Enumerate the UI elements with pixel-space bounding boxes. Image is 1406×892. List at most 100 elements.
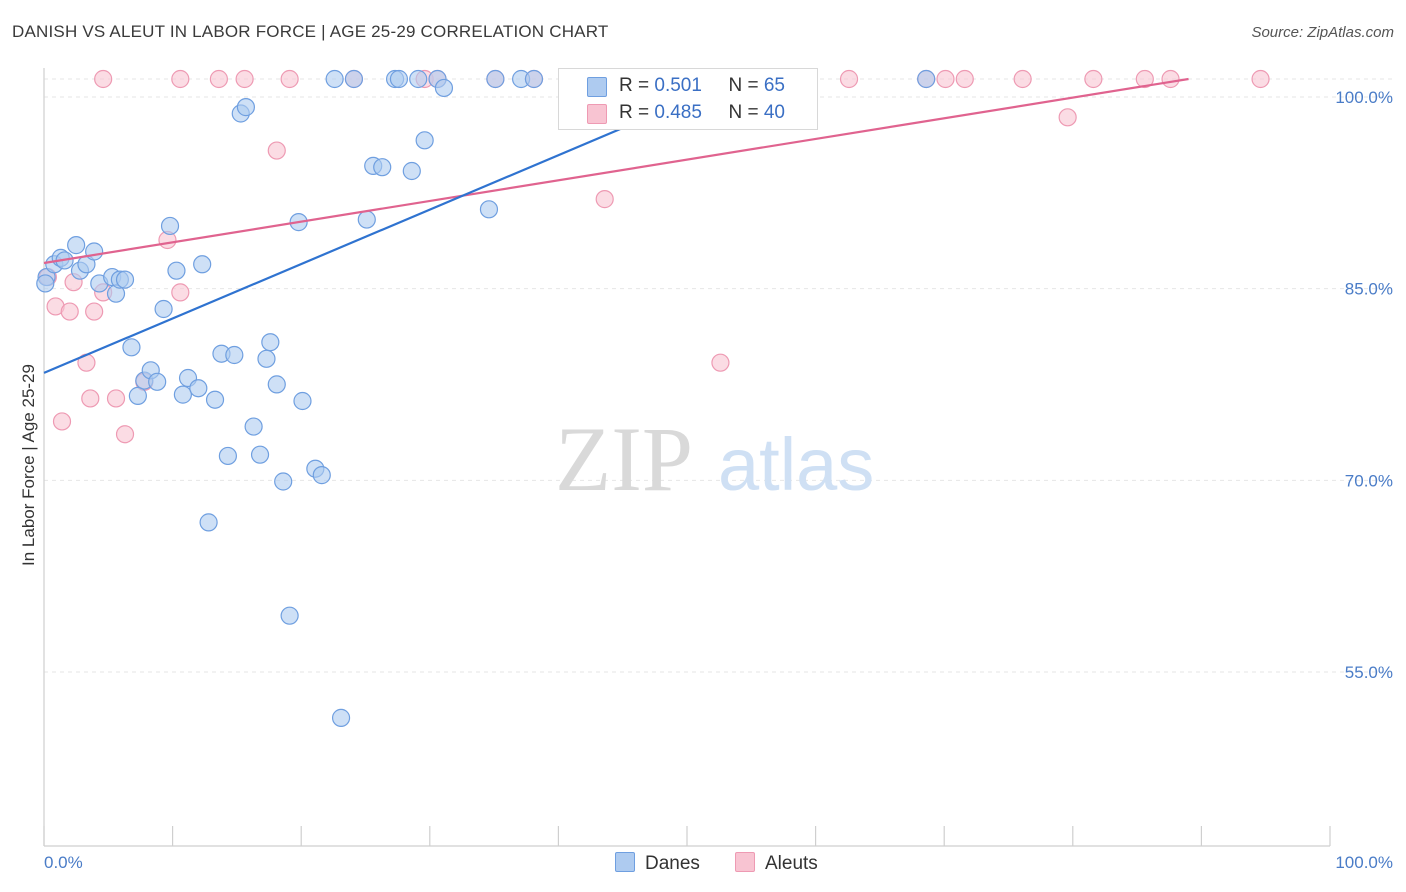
aleuts-legend-label: Aleuts <box>765 853 818 874</box>
danes-points <box>36 69 936 727</box>
danes-point <box>312 466 331 485</box>
danes-point <box>267 375 286 394</box>
aleuts-point <box>711 353 730 372</box>
axis-ticks: 55.0% 70.0% 85.0% 100.0% 0.0% 100.0% <box>44 88 1393 872</box>
danes-legend-swatch <box>615 852 635 872</box>
aleuts-point <box>936 69 955 89</box>
danes-point <box>148 372 167 391</box>
aleuts-point <box>171 69 190 89</box>
gridlines <box>44 78 1392 673</box>
danes-point <box>160 216 180 236</box>
danes-point <box>250 445 270 464</box>
aleuts-point <box>1058 108 1077 127</box>
danes-point <box>280 606 299 625</box>
danes-point <box>479 200 499 219</box>
aleuts-n-value: 40 <box>763 102 785 123</box>
danes-point <box>274 472 293 491</box>
aleuts-swatch <box>587 104 607 124</box>
danes-point <box>524 69 544 89</box>
aleuts-point <box>209 69 228 89</box>
danes-r-label: R = <box>619 75 655 96</box>
aleuts-stats: R = 0.485 N = 40 <box>619 102 785 124</box>
danes-r-value: 0.501 <box>654 75 702 96</box>
aleuts-point <box>60 302 79 321</box>
legend-item-danes[interactable]: Danes <box>615 852 700 875</box>
danes-point <box>344 69 364 89</box>
danes-point <box>293 391 312 411</box>
aleuts-point <box>955 69 974 89</box>
danes-point <box>917 69 936 89</box>
danes-point <box>389 69 409 89</box>
aleuts-trend-line <box>43 77 1189 265</box>
aleuts-point <box>1084 69 1103 89</box>
danes-point <box>331 708 351 727</box>
aleuts-point <box>839 69 859 89</box>
aleuts-point <box>115 425 135 444</box>
y-tick-label: 70.0% <box>1345 471 1393 490</box>
danes-point <box>154 299 173 319</box>
danes-point <box>199 513 218 532</box>
danes-point <box>67 236 86 255</box>
aleuts-point <box>267 141 286 160</box>
aleuts-point <box>106 389 126 408</box>
danes-point <box>122 338 141 357</box>
danes-point <box>261 333 280 352</box>
danes-point <box>325 69 344 89</box>
danes-n-label: N = <box>728 75 764 96</box>
aleuts-point <box>85 302 104 321</box>
danes-point <box>486 69 505 89</box>
danes-point <box>244 417 263 436</box>
y-tick-label: 100.0% <box>1335 88 1393 107</box>
danes-point <box>402 161 421 181</box>
danes-point <box>193 255 212 274</box>
danes-point <box>409 69 428 89</box>
aleuts-point <box>1161 69 1180 89</box>
danes-legend-label: Danes <box>645 853 700 874</box>
watermark: ZIP atlas <box>555 408 874 510</box>
danes-point <box>115 270 135 289</box>
aleuts-point <box>595 190 614 209</box>
x-tick-label-min: 0.0% <box>44 853 83 872</box>
watermark-atlas: atlas <box>718 423 874 506</box>
watermark-zip: ZIP <box>555 408 693 510</box>
danes-point <box>434 78 454 98</box>
danes-point <box>205 390 225 409</box>
aleuts-point <box>1251 69 1270 89</box>
chart-title: DANISH VS ALEUT IN LABOR FORCE | AGE 25-… <box>12 22 609 41</box>
danes-n-value: 65 <box>763 75 785 96</box>
danes-point <box>257 349 276 368</box>
danes-point <box>218 446 237 466</box>
danes-point <box>85 242 104 261</box>
aleuts-r-value: 0.485 <box>654 102 702 123</box>
aleuts-point <box>52 412 72 431</box>
aleuts-n-label: N = <box>728 102 764 123</box>
danes-point <box>128 386 147 405</box>
danes-point <box>225 345 244 365</box>
danes-point <box>415 131 434 150</box>
danes-point <box>36 274 55 293</box>
danes-point <box>357 210 376 229</box>
y-axis-label: In Labor Force | Age 25-29 <box>19 364 38 566</box>
axes <box>43 68 1331 847</box>
aleuts-r-label: R = <box>619 102 655 123</box>
stats-legend: R = 0.501 N = 65 R = 0.485 N = 40 <box>558 68 818 130</box>
danes-swatch <box>587 77 607 97</box>
x-tick-label-max: 100.0% <box>1335 853 1393 872</box>
danes-point <box>167 261 186 280</box>
legend-item-aleuts[interactable]: Aleuts <box>735 852 818 875</box>
source-label: Source: ZipAtlas.com <box>1251 24 1394 41</box>
danes-stats: R = 0.501 N = 65 <box>619 75 785 97</box>
y-tick-label: 55.0% <box>1345 663 1393 682</box>
y-tick-label: 85.0% <box>1345 280 1393 299</box>
danes-point <box>373 158 392 177</box>
aleuts-point <box>235 69 254 89</box>
aleuts-point <box>1135 69 1154 89</box>
danes-point <box>173 385 192 404</box>
aleuts-point <box>1013 69 1032 89</box>
danes-point <box>236 98 256 117</box>
aleuts-point <box>171 283 190 302</box>
aleuts-point <box>280 69 299 89</box>
danes-point <box>189 379 208 398</box>
aleuts-point <box>81 389 100 408</box>
